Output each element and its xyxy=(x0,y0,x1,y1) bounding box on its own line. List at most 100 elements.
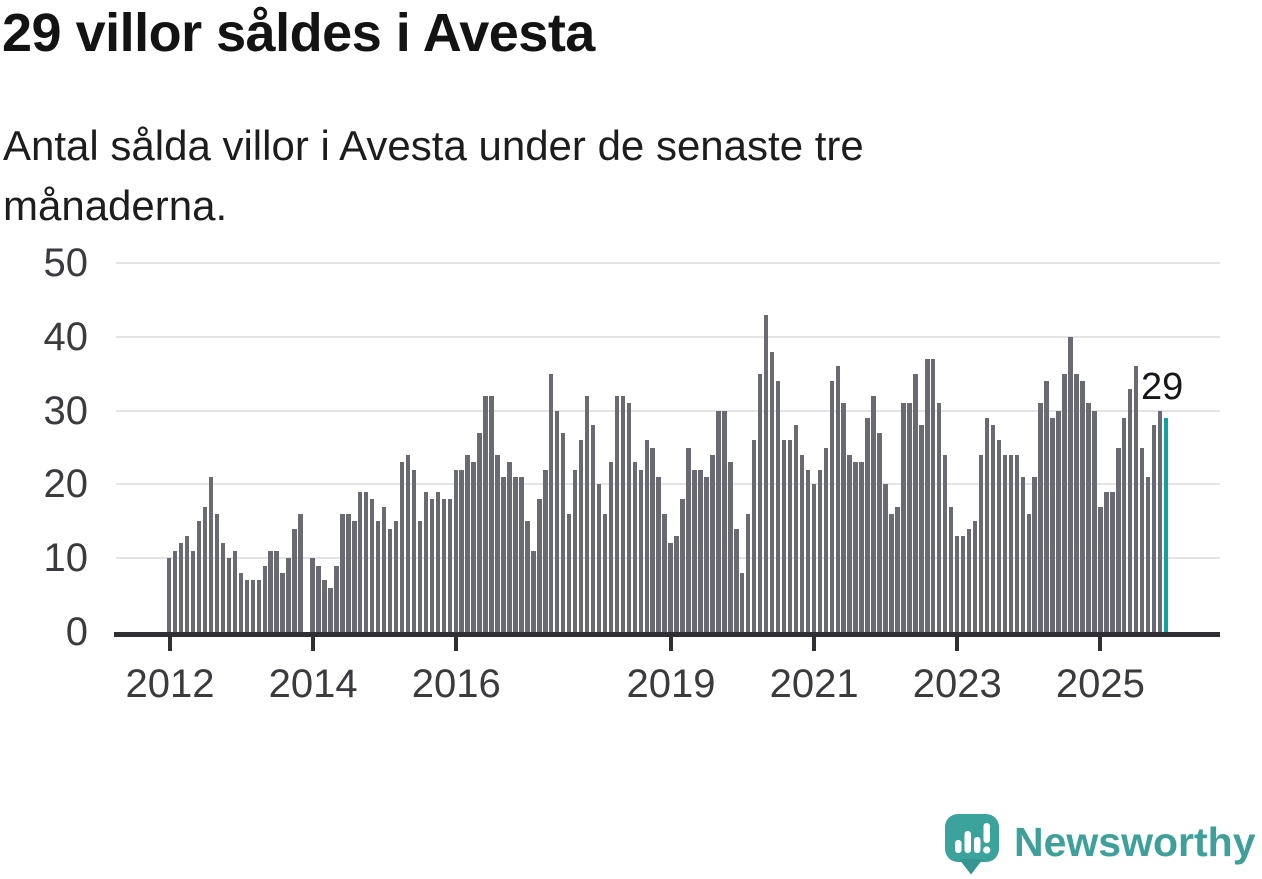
bar xyxy=(763,314,769,632)
bar xyxy=(483,395,488,632)
bar xyxy=(936,403,942,632)
x-axis-tick xyxy=(1098,637,1103,651)
bar xyxy=(704,477,709,632)
bar xyxy=(656,477,661,632)
bar xyxy=(1151,425,1157,632)
bar xyxy=(471,462,476,632)
x-axis-tick xyxy=(955,637,960,651)
bar xyxy=(560,432,566,632)
x-axis-label: 2012 xyxy=(125,662,215,706)
bar xyxy=(925,358,930,632)
bar xyxy=(901,403,906,632)
gridline xyxy=(116,335,1220,338)
x-axis-tick xyxy=(168,637,172,651)
bar xyxy=(1098,506,1103,632)
bar xyxy=(1008,454,1014,632)
x-axis-label: 2014 xyxy=(268,662,358,706)
bar xyxy=(220,543,226,632)
bar xyxy=(686,447,691,632)
bar xyxy=(387,528,393,632)
bar xyxy=(328,587,333,632)
bar xyxy=(883,484,888,632)
gridline xyxy=(116,409,1220,412)
bar xyxy=(632,462,638,632)
bar xyxy=(972,521,978,632)
bar xyxy=(447,499,452,632)
x-axis-tick xyxy=(812,637,817,651)
bar xyxy=(823,447,829,632)
bar xyxy=(1092,410,1097,632)
bar xyxy=(740,573,745,632)
bar xyxy=(393,521,399,632)
bar xyxy=(889,513,894,632)
bar xyxy=(507,462,512,632)
bar xyxy=(751,440,757,632)
bar xyxy=(638,469,643,632)
bar xyxy=(596,484,602,632)
bar xyxy=(274,550,279,632)
bar xyxy=(710,454,715,632)
bar xyxy=(465,454,470,632)
bar xyxy=(847,454,852,632)
bar xyxy=(1002,454,1008,632)
bar xyxy=(316,565,321,632)
y-axis-label: 30 xyxy=(43,388,89,433)
bar xyxy=(811,484,817,632)
bar xyxy=(805,469,811,632)
x-axis-tick xyxy=(311,637,316,651)
bar xyxy=(853,462,858,632)
y-axis-label: 50 xyxy=(43,241,89,285)
bar xyxy=(757,373,763,632)
x-axis-tick xyxy=(669,637,673,651)
bar xyxy=(781,440,787,632)
bar xyxy=(996,440,1002,632)
bar xyxy=(477,432,482,632)
bar-series xyxy=(167,263,1169,632)
y-axis-label: 0 xyxy=(65,610,88,654)
bar xyxy=(453,469,458,632)
chart-subtitle: Antal sålda villor i Avesta under de sen… xyxy=(3,122,864,229)
bar xyxy=(1157,410,1163,632)
bar xyxy=(1080,381,1085,632)
bar xyxy=(268,550,273,632)
bar xyxy=(196,521,202,632)
bar xyxy=(626,403,632,632)
gridline xyxy=(116,483,1220,486)
x-axis-label: 2019 xyxy=(626,662,716,706)
bar xyxy=(495,454,500,632)
bar xyxy=(250,580,256,632)
bar xyxy=(352,521,357,632)
bar xyxy=(435,491,441,632)
bar xyxy=(310,558,315,632)
bar xyxy=(501,477,506,632)
bar xyxy=(662,513,667,632)
bar xyxy=(769,351,775,632)
bar xyxy=(292,528,297,632)
page-title: 29 villor såldes i Avesta xyxy=(2,3,595,63)
bar xyxy=(340,513,345,632)
bar xyxy=(602,513,608,632)
bar xyxy=(775,381,781,632)
newsworthy-brand-text: Newsworthy xyxy=(1014,819,1256,865)
bar xyxy=(931,358,936,632)
bar xyxy=(620,395,626,632)
bar xyxy=(716,410,721,632)
x-axis-label: 2025 xyxy=(1055,662,1145,706)
bar xyxy=(722,410,727,632)
bar xyxy=(208,477,214,632)
bar xyxy=(990,425,996,632)
bar xyxy=(459,469,464,632)
bar xyxy=(369,499,375,632)
bar xyxy=(489,395,494,632)
bar xyxy=(919,425,924,632)
bar xyxy=(1122,418,1127,632)
bar xyxy=(1139,447,1145,632)
bar xyxy=(214,513,220,632)
bar xyxy=(381,506,387,632)
gridline xyxy=(116,557,1220,560)
bar xyxy=(590,425,596,632)
bar xyxy=(859,462,864,632)
bar xyxy=(698,469,703,632)
bar xyxy=(358,491,363,632)
